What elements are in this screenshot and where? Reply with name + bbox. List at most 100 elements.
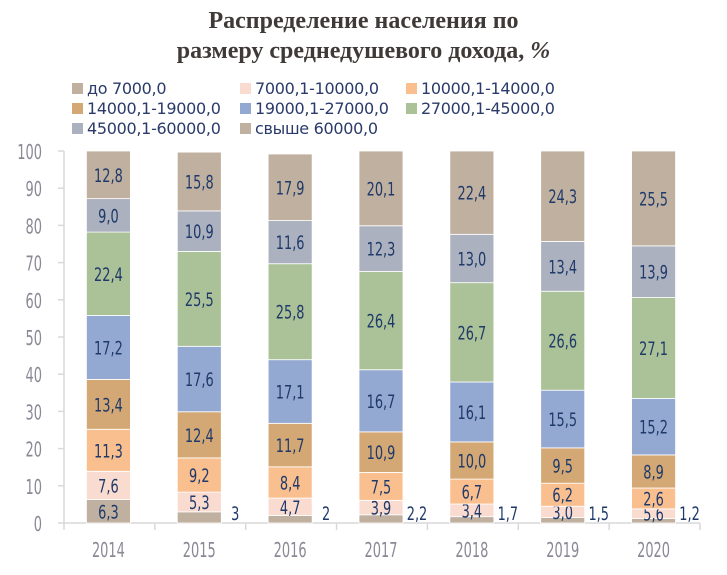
bar-segment: [358, 271, 404, 371]
x-tick-label: 2020: [637, 540, 670, 563]
legend-item: 45000,1-60000,0: [72, 118, 240, 138]
bar-segment: [267, 220, 313, 265]
chart-title-percent: %: [530, 38, 551, 64]
x-tick-label: 2017: [365, 540, 398, 563]
bar-segment: [358, 225, 404, 272]
legend-row-1: до 7000,0 7000,1-10000,0 10000,1-14000,0: [72, 78, 632, 98]
bar-segment: [176, 210, 222, 252]
bar-segment: [631, 245, 676, 298]
data-label: 13,4: [548, 256, 577, 278]
bar-segment: [267, 422, 313, 468]
data-label: 10,9: [367, 442, 396, 464]
bar-segment: [449, 381, 495, 443]
legend-label: свыше 60000,0: [255, 118, 378, 138]
bar-segment: [176, 411, 222, 459]
legend-label: 27000,1-45000,0: [421, 98, 555, 118]
data-label: 3: [231, 502, 239, 524]
chart-title: Распределение населения по размеру средн…: [0, 6, 727, 66]
data-label: 20,1: [367, 178, 396, 200]
bar-segment: [540, 150, 586, 242]
bar-segment: [358, 369, 404, 433]
data-label: 17,6: [185, 368, 214, 390]
data-label: 17,2: [94, 337, 123, 359]
data-label: 4,7: [280, 496, 301, 518]
bar-segment: [267, 359, 313, 424]
bar-segment: [267, 466, 313, 499]
data-label: 7,6: [98, 475, 119, 497]
data-label: 26,7: [457, 322, 486, 344]
x-tick-label: 2014: [92, 540, 125, 563]
bar-segment: [449, 441, 495, 480]
chart-title-line1: Распределение населения по: [208, 8, 519, 34]
data-label: 2,2: [407, 502, 428, 524]
bar-segment: [267, 153, 313, 221]
bar-segment: [176, 151, 222, 212]
data-label: 3,0: [552, 501, 573, 523]
data-label: 10,0: [457, 450, 486, 472]
data-label: 5,3: [189, 491, 210, 513]
y-tick-label: 10: [26, 477, 42, 500]
bar-segment: [358, 150, 404, 227]
data-label: 27,1: [639, 337, 668, 359]
data-label: 2: [322, 502, 330, 524]
legend-label: 19000,1-27000,0: [255, 98, 389, 118]
legend-item: 27000,1-45000,0: [406, 98, 564, 118]
y-tick-label: 80: [26, 216, 42, 239]
bar-segment: [176, 457, 222, 493]
bar-segment: [449, 478, 495, 505]
legend-swatch-icon: [72, 102, 83, 114]
data-label: 11,7: [276, 435, 305, 457]
legend-swatch-icon: [240, 122, 251, 134]
bar-segment: [631, 297, 676, 399]
x-tick-label: 2018: [455, 540, 488, 563]
legend-swatch-icon: [240, 102, 251, 114]
data-label: 13,4: [94, 394, 123, 416]
data-label: 10,9: [185, 221, 214, 243]
data-label: 11,3: [94, 440, 123, 462]
bar-segment: [86, 231, 131, 316]
y-tick-label: 20: [26, 439, 42, 462]
y-tick-label: 60: [26, 291, 42, 314]
data-label: 26,6: [548, 330, 577, 352]
y-tick-label: 50: [26, 328, 42, 351]
data-label: 15,2: [639, 416, 668, 438]
bar-segment: [631, 150, 676, 247]
data-label: 6,3: [98, 501, 119, 523]
bar-segment: [176, 251, 222, 347]
data-label: 2,6: [643, 488, 664, 510]
bar-segment: [540, 389, 586, 449]
data-label: 25,5: [639, 188, 668, 210]
data-label: 22,4: [94, 263, 123, 285]
x-tick-label: 2016: [274, 540, 307, 563]
data-label: 8,4: [280, 472, 301, 494]
data-label: 15,5: [548, 408, 577, 430]
bar-segment: [86, 470, 131, 500]
legend-item: 14000,1-19000,0: [72, 98, 240, 118]
data-label: 12,3: [367, 238, 396, 260]
data-label: 17,1: [276, 381, 305, 403]
data-label: 25,8: [276, 301, 305, 323]
legend-label: 10000,1-14000,0: [421, 78, 555, 98]
data-label: 12,8: [94, 164, 123, 186]
data-label: 12,4: [185, 424, 214, 446]
data-label: 6,2: [552, 484, 573, 506]
bar-segment: [86, 315, 131, 380]
bar-segment: [176, 345, 222, 413]
data-label: 9,2: [189, 464, 210, 486]
x-tick-label: 2019: [546, 540, 579, 563]
data-label: 16,7: [367, 390, 396, 412]
legend-swatch-icon: [72, 82, 83, 94]
legend-row-3: 45000,1-60000,0 свыше 60000,0: [72, 118, 632, 138]
data-label: 16,1: [457, 401, 486, 423]
legend: до 7000,0 7000,1-10000,0 10000,1-14000,0…: [72, 78, 632, 138]
bar-segment: [540, 240, 586, 292]
legend-item: 10000,1-14000,0: [406, 78, 564, 98]
data-label: 13,0: [457, 248, 486, 270]
data-label: 9,5: [552, 455, 573, 477]
y-tick-label: 90: [26, 179, 42, 202]
chart-title-line2: размеру среднедушевого дохода, %: [0, 36, 727, 66]
data-label: 3,4: [462, 500, 483, 522]
bar-segment: [267, 263, 313, 361]
legend-label: 7000,1-10000,0: [255, 78, 379, 98]
legend-item: до 7000,0: [72, 78, 240, 98]
